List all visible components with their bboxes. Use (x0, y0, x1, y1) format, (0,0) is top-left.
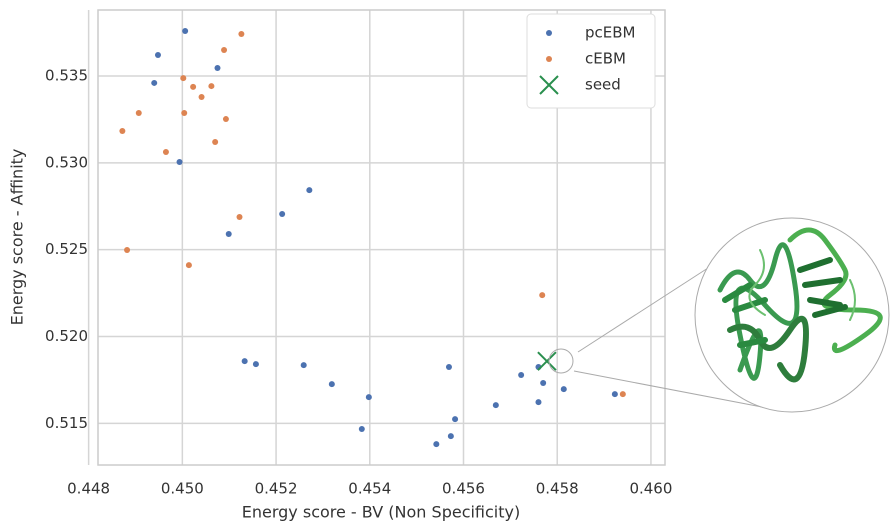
point (300, 362, 307, 369)
x-tick-label: 0.454 (348, 480, 391, 498)
point (198, 94, 205, 101)
point (214, 65, 221, 72)
point (124, 247, 131, 254)
plot-frame (97, 9, 666, 466)
y-tick-label: 0.535 (45, 66, 88, 84)
point (176, 158, 183, 165)
point (365, 394, 372, 401)
point (358, 426, 365, 433)
point (252, 361, 259, 368)
point (180, 75, 187, 82)
point (306, 187, 313, 194)
inset (548, 217, 890, 413)
x-axis-label: Energy score - BV (Non Specificity) (242, 503, 520, 522)
point (185, 262, 192, 269)
point (535, 399, 542, 406)
inset-connector (573, 370, 763, 408)
point (445, 364, 452, 371)
point (119, 128, 126, 135)
point (236, 214, 243, 221)
y-tick-label: 0.515 (45, 414, 88, 432)
point (539, 292, 546, 299)
plot-area: 0.448 0.450 0.452 0.454 0.456 0.458 0.460 0.515… (45, 9, 672, 498)
inset-connector (577, 267, 709, 353)
y-tick-label: 0.525 (45, 240, 88, 258)
point (433, 441, 440, 448)
y-tick-label: 0.530 (45, 153, 88, 171)
point (212, 138, 219, 145)
x-tick-label: 0.448 (67, 480, 110, 498)
point (190, 83, 197, 90)
y-tick-label: 0.520 (45, 327, 88, 345)
legend-marker (539, 75, 559, 95)
point (492, 402, 499, 409)
point (241, 358, 248, 365)
point (182, 28, 189, 35)
point (162, 149, 169, 156)
point (540, 380, 547, 387)
point (518, 372, 525, 379)
legend-label: seed (585, 76, 621, 94)
point (328, 381, 335, 388)
x-tick-label: 0.460 (629, 480, 672, 498)
point (447, 433, 454, 440)
protein-structure (717, 227, 883, 383)
inset-circle (694, 217, 890, 413)
x-tick-label: 0.458 (536, 480, 579, 498)
point (154, 51, 161, 58)
point (279, 211, 286, 218)
point (611, 391, 618, 398)
point (151, 79, 158, 86)
point (135, 109, 142, 116)
legend-label: pcEBM (585, 24, 635, 42)
point (452, 416, 459, 423)
y-axis-label: Energy score - Affinity (8, 149, 27, 326)
zoom-circle (548, 348, 574, 374)
point (181, 109, 188, 116)
x-tick-label: 0.456 (442, 480, 485, 498)
point (221, 46, 228, 53)
point (225, 231, 232, 238)
x-tick-label: 0.450 (161, 480, 204, 498)
point (238, 30, 245, 37)
x-tick-label: 0.452 (255, 480, 298, 498)
point (619, 391, 626, 398)
legend-box (526, 13, 656, 109)
point (560, 386, 567, 393)
legend-marker (546, 56, 552, 62)
point (208, 83, 215, 90)
legend-marker (546, 30, 552, 36)
point (222, 116, 229, 123)
legend-label: cEBM (585, 50, 626, 68)
seed-marker (537, 351, 557, 371)
